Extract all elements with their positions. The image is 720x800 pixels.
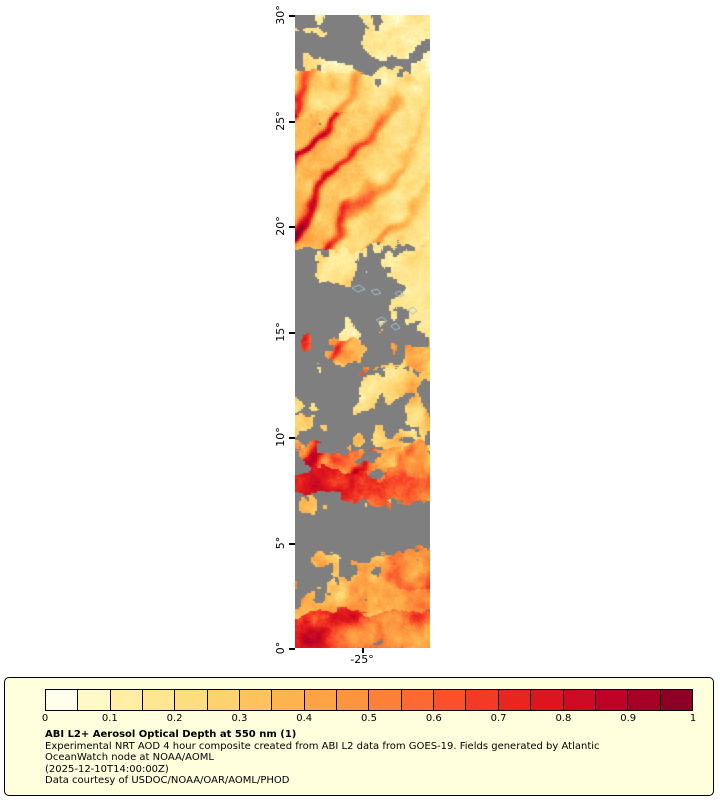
colorbar-segment: [78, 690, 111, 710]
figure-timestamp: (2025-12-10T14:00:00Z): [45, 763, 169, 775]
y-tick-mark: [289, 15, 295, 17]
colorbar-segment: [207, 690, 241, 710]
y-tick-mark: [289, 543, 295, 545]
colorbar-tick-labels: 0 0.1 0.2 0.3 0.4 0.5 0.6 0.7 0.8 0.9 1: [41, 713, 697, 726]
colorbar-tick: 1: [689, 713, 697, 724]
colorbar-segment: [46, 690, 79, 710]
colorbar-tick: 0.5: [361, 713, 377, 724]
colorbar-segment: [143, 690, 176, 710]
colorbar: [45, 689, 693, 711]
y-tick-mark: [289, 648, 295, 650]
colorbar-segment: [401, 690, 435, 710]
y-tick-label: 5°: [274, 536, 287, 550]
colorbar-tick: 0: [41, 713, 49, 724]
y-tick-label: 10°: [274, 427, 287, 447]
y-tick-label: 30°: [274, 5, 287, 25]
caption-block: ABI L2+ Aerosol Optical Depth at 550 nm …: [45, 729, 600, 788]
colorbar-segment: [110, 690, 144, 710]
colorbar-segment: [466, 690, 499, 710]
colorbar-segment: [272, 690, 305, 710]
figure-credit: Data courtesy of USDOC/NOAA/OAR/AOML/PHO…: [45, 775, 290, 786]
y-tick-label: 25°: [274, 111, 287, 131]
colorbar-segment: [531, 690, 564, 710]
colorbar-segment: [595, 690, 629, 710]
colorbar-tick: 0.3: [231, 713, 248, 724]
colorbar-tick: 0.8: [555, 713, 572, 724]
colorbar-segment: [175, 690, 208, 710]
colorbar-segment: [563, 690, 596, 710]
y-tick-label: 15°: [274, 322, 287, 342]
x-tick-mark: [362, 648, 364, 653]
colorbar-segment: [434, 690, 467, 710]
y-tick-mark: [289, 121, 295, 123]
aod-map-canvas: [295, 15, 430, 648]
x-tick-label: -25°: [350, 653, 374, 666]
y-tick-label: 0°: [274, 641, 287, 655]
y-tick-mark: [289, 332, 295, 334]
legend-panel: 0 0.1 0.2 0.3 0.4 0.5 0.6 0.7 0.8 0.9 1 …: [4, 677, 714, 796]
colorbar-segment: [337, 690, 370, 710]
y-tick-mark: [289, 226, 295, 228]
colorbar-segment: [240, 690, 273, 710]
colorbar-tick: 0.9: [620, 713, 637, 724]
colorbar-tick: 0.2: [166, 713, 183, 724]
figure-description-line-2: OceanWatch node at NOAA/AOML: [45, 752, 214, 763]
colorbar-segment: [369, 690, 402, 710]
colorbar-tick: 0.7: [490, 713, 507, 724]
colorbar-segment: [628, 690, 661, 710]
colorbar-tick: 0.6: [425, 713, 442, 724]
y-tick-label: 20°: [274, 216, 287, 236]
figure-title: ABI L2+ Aerosol Optical Depth at 550 nm …: [45, 729, 297, 740]
figure-description-line-1: Experimental NRT AOD 4 hour composite cr…: [45, 740, 600, 752]
colorbar-tick: 0.4: [296, 713, 313, 724]
y-tick-mark: [289, 437, 295, 439]
colorbar-segment: [304, 690, 338, 710]
colorbar-tick: 0.1: [101, 713, 118, 724]
colorbar-segment: [498, 690, 532, 710]
colorbar-segment: [660, 690, 692, 710]
